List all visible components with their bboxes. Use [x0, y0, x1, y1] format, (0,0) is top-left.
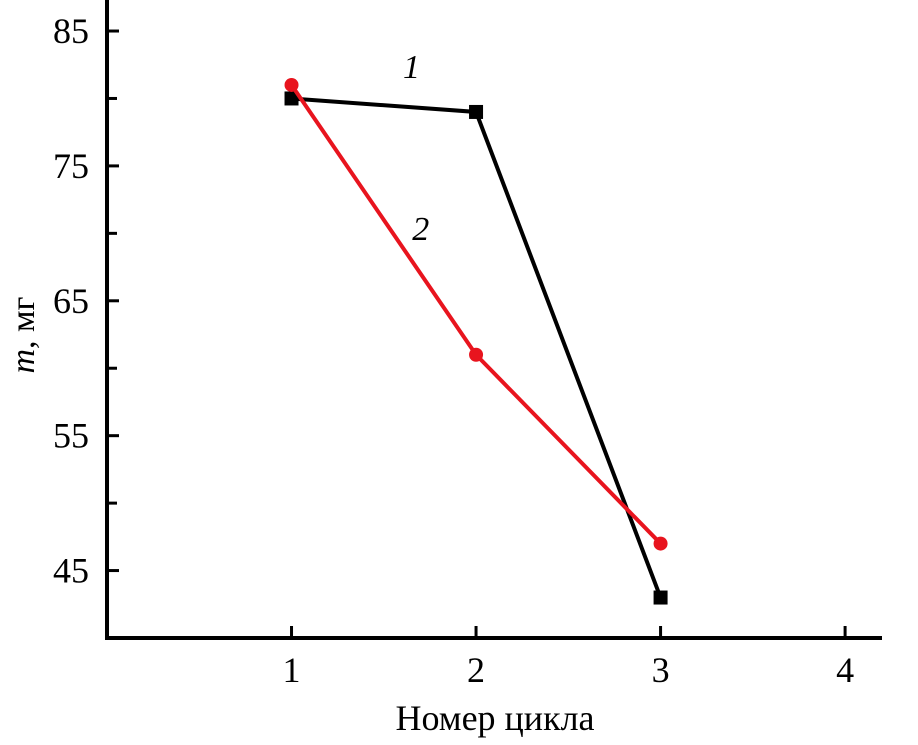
- series-2-line: [289, 83, 663, 545]
- series-annotation: 1: [403, 49, 420, 86]
- y-tick-label: 65: [53, 281, 89, 321]
- x-axis-label: Номер цикла: [395, 698, 594, 738]
- series-layer: 12: [284, 49, 668, 605]
- x-tick-label: 4: [836, 650, 854, 690]
- series-2-point: [284, 77, 299, 92]
- series-annotation: 2: [412, 211, 429, 248]
- y-axis-label: m, мг: [5, 296, 42, 373]
- y-tick-label: 45: [53, 551, 89, 591]
- y-tick-label: 75: [53, 146, 89, 186]
- y-tick-label: 55: [53, 416, 89, 456]
- y-axis-label-unit: , мг: [5, 296, 42, 349]
- x-tick-label: 1: [283, 650, 301, 690]
- x-tick-label: 3: [652, 650, 670, 690]
- x-tick-label: 2: [467, 650, 485, 690]
- y-tick-label: 85: [53, 11, 89, 51]
- series-1-point: [284, 91, 299, 106]
- series-2-point: [469, 347, 484, 362]
- y-axis-label-var: m: [5, 349, 42, 374]
- series-1-point: [653, 590, 668, 605]
- series-1-point: [469, 104, 484, 119]
- series-2-point: [653, 536, 668, 551]
